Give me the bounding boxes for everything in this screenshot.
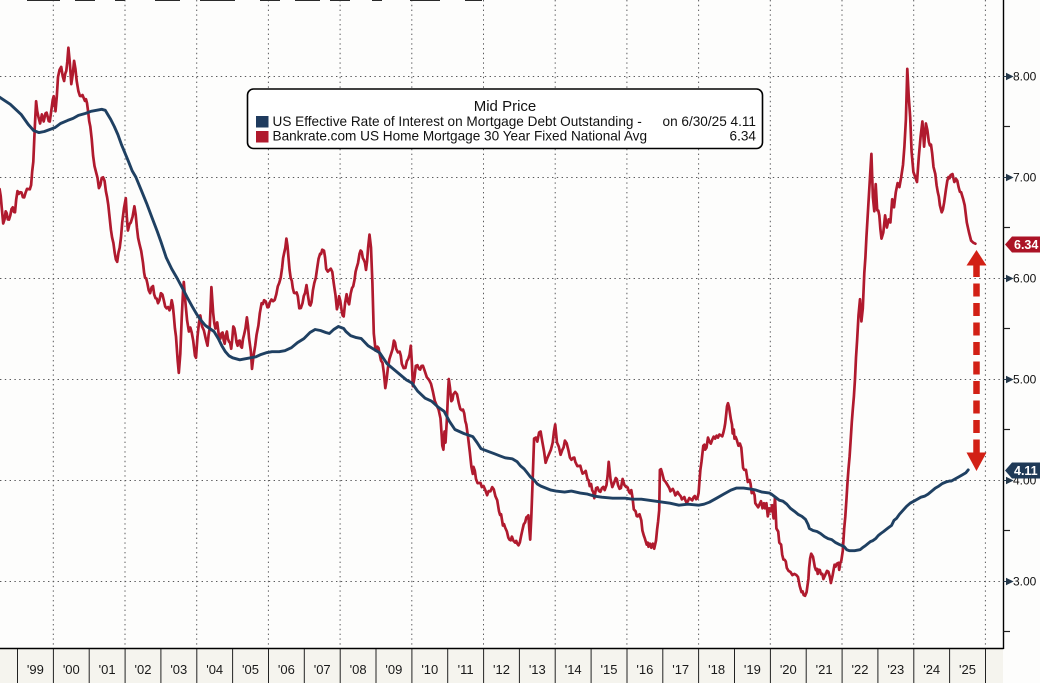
svg-text:'06: '06 bbox=[278, 662, 295, 677]
svg-text:on 6/30/25 4.11: on 6/30/25 4.11 bbox=[663, 114, 756, 129]
svg-text:'17: '17 bbox=[672, 662, 689, 677]
svg-text:7.00: 7.00 bbox=[1013, 171, 1037, 185]
svg-text:'13: '13 bbox=[529, 662, 546, 677]
svg-text:'21: '21 bbox=[816, 662, 833, 677]
svg-text:'07: '07 bbox=[314, 662, 331, 677]
svg-text:Mid Price: Mid Price bbox=[474, 98, 537, 115]
svg-text:'16: '16 bbox=[636, 662, 653, 677]
svg-text:'14: '14 bbox=[565, 662, 582, 677]
svg-text:'02: '02 bbox=[135, 662, 152, 677]
svg-text:3.00: 3.00 bbox=[1013, 575, 1037, 589]
svg-text:6.34: 6.34 bbox=[730, 129, 757, 144]
svg-text:'05: '05 bbox=[242, 662, 259, 677]
svg-text:'11: '11 bbox=[458, 662, 474, 677]
svg-text:'18: '18 bbox=[708, 662, 725, 677]
svg-text:8.00: 8.00 bbox=[1013, 70, 1037, 84]
svg-text:'15: '15 bbox=[601, 662, 618, 677]
svg-text:'04: '04 bbox=[206, 662, 223, 677]
svg-text:6.34: 6.34 bbox=[1014, 238, 1038, 252]
svg-text:'08: '08 bbox=[350, 662, 367, 677]
svg-text:'12: '12 bbox=[493, 662, 510, 677]
svg-text:6.00: 6.00 bbox=[1013, 272, 1037, 286]
svg-text:'09: '09 bbox=[385, 662, 402, 677]
svg-text:'24: '24 bbox=[923, 662, 940, 677]
svg-text:'25: '25 bbox=[959, 662, 976, 677]
svg-text:'20: '20 bbox=[780, 662, 797, 677]
svg-text:'01: '01 bbox=[99, 662, 116, 677]
svg-text:'19: '19 bbox=[744, 662, 761, 677]
svg-text:Bankrate.com US Home Mortgage: Bankrate.com US Home Mortgage 30 Year Fi… bbox=[273, 129, 648, 144]
svg-text:US Effective Rate of Interest: US Effective Rate of Interest on Mortgag… bbox=[273, 114, 642, 129]
svg-text:'99: '99 bbox=[27, 662, 44, 677]
svg-text:4.11: 4.11 bbox=[1014, 464, 1038, 478]
svg-text:5.00: 5.00 bbox=[1013, 373, 1037, 387]
svg-text:'23: '23 bbox=[887, 662, 904, 677]
svg-text:'00: '00 bbox=[63, 662, 80, 677]
svg-text:'10: '10 bbox=[421, 662, 438, 677]
svg-text:'22: '22 bbox=[852, 662, 869, 677]
svg-text:'03: '03 bbox=[170, 662, 187, 677]
